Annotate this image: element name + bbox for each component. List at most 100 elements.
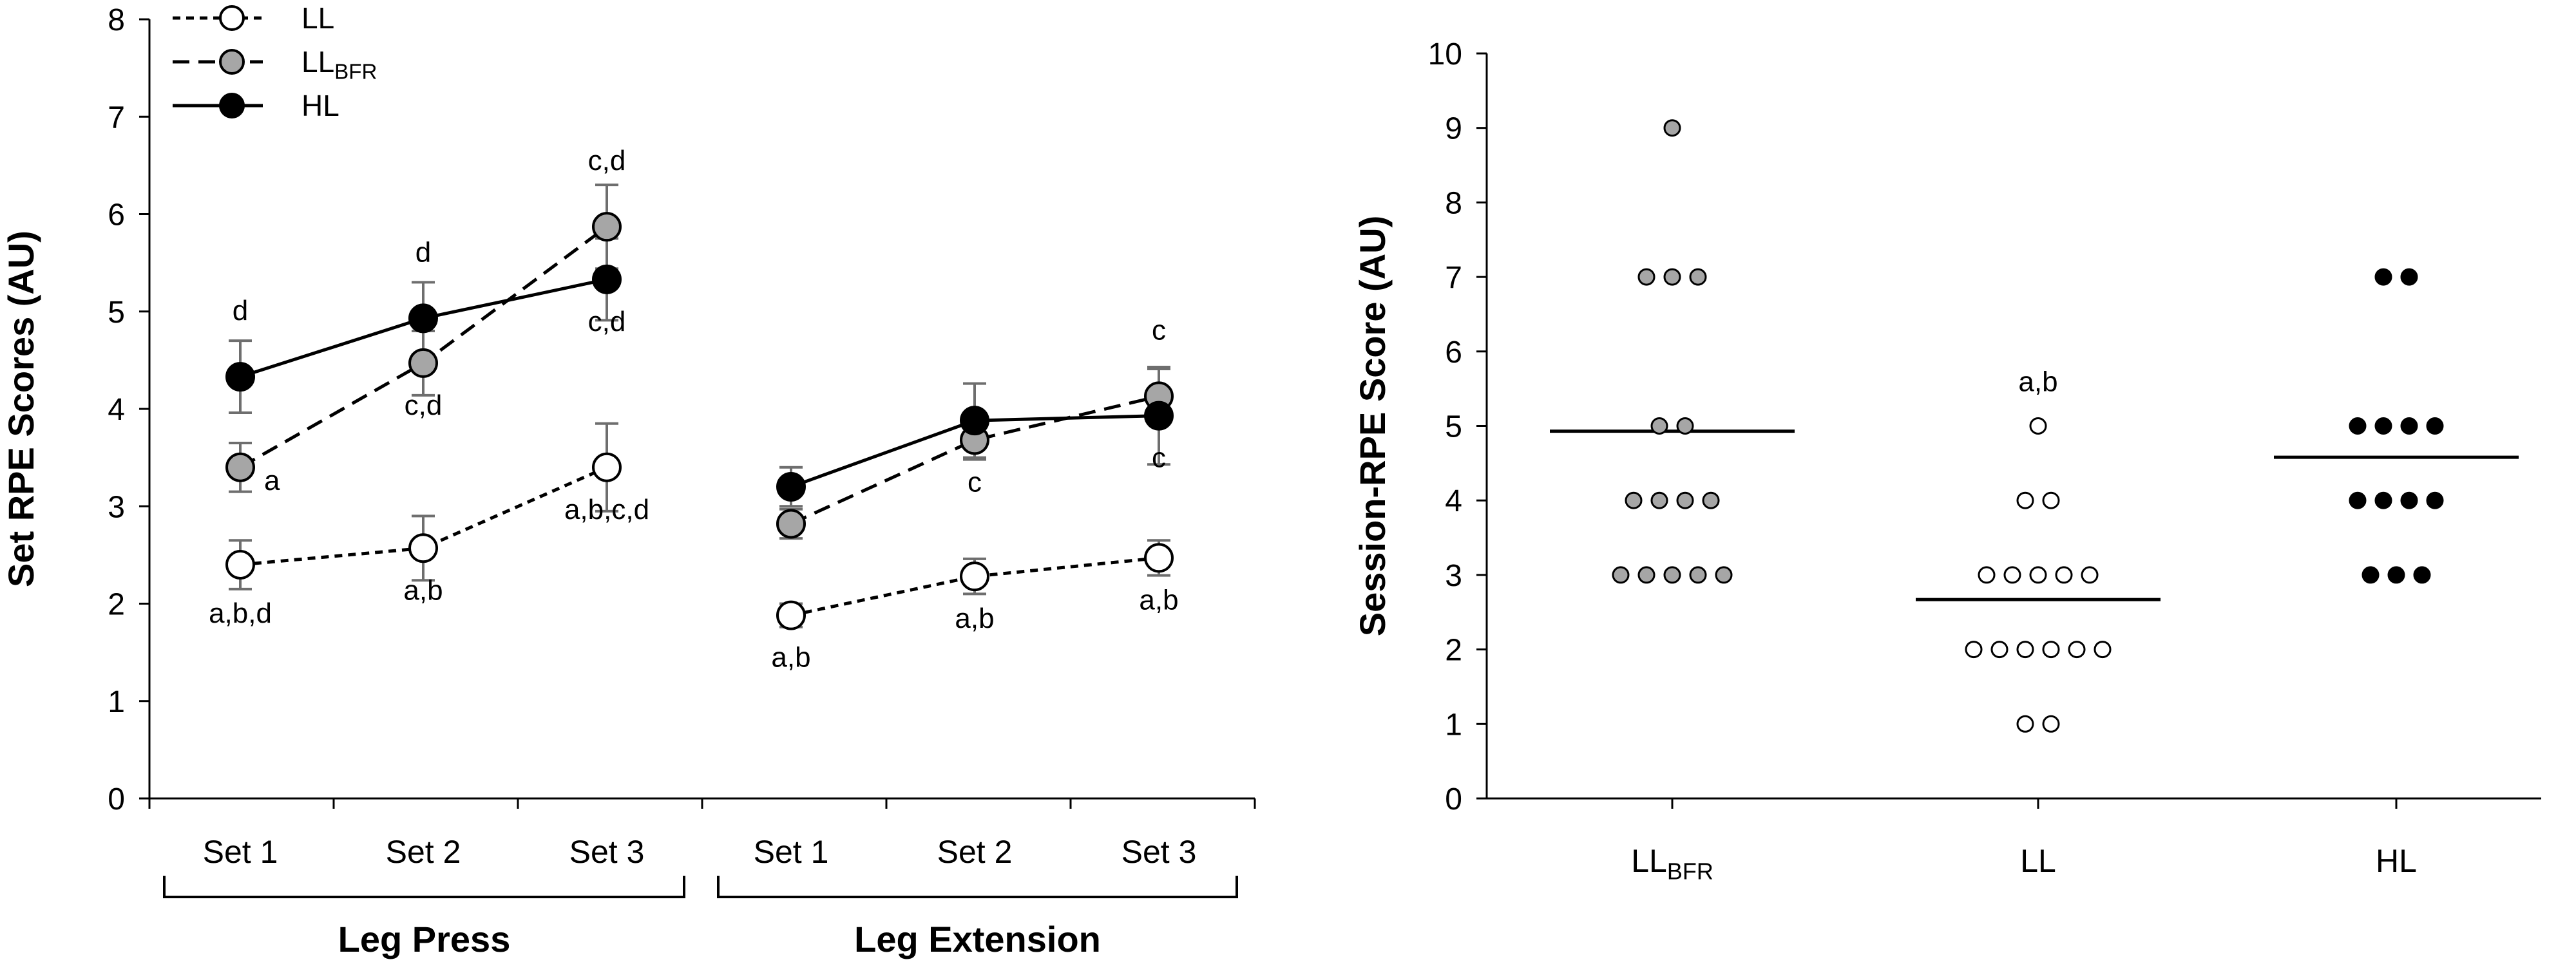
dot-llbfr <box>1625 491 1643 509</box>
dot-ll <box>1965 641 1983 659</box>
x-category-label: LL <box>2020 843 2056 879</box>
legend-label-text: LL <box>301 45 334 79</box>
dot-ll <box>2029 566 2047 584</box>
dot-llbfr <box>1689 566 1707 584</box>
dot-hl <box>2361 566 2380 584</box>
legend-label: LLBFR <box>301 45 377 84</box>
data-point-ll <box>776 600 806 630</box>
dot-ll <box>2042 641 2060 659</box>
y-axis-label: Session-RPE Score (AU) <box>1352 216 1393 637</box>
y-tick-label: 8 <box>1445 186 1462 220</box>
x-category-label: LLBFR <box>1631 843 1713 885</box>
dot-llbfr <box>1650 491 1668 509</box>
y-axis-label: Set RPE Scores (AU) <box>1 231 41 587</box>
dot-hl <box>2426 491 2444 509</box>
dot-ll <box>2055 566 2073 584</box>
legend-label: LL <box>301 1 334 35</box>
data-point-hl <box>408 303 438 334</box>
data-point-hl <box>776 472 806 502</box>
data-point-hl <box>1144 401 1174 431</box>
y-tick-label: 10 <box>1428 37 1462 71</box>
dot-ll <box>2016 491 2034 509</box>
x-category-label-subscript: BFR <box>1667 858 1713 885</box>
y-tick-label: 0 <box>1445 782 1462 816</box>
dot-ll <box>2081 566 2099 584</box>
significance-annotation: a,b,c,d <box>564 494 649 525</box>
group-bracket <box>163 876 685 898</box>
y-tick-label: 6 <box>1445 335 1462 370</box>
x-category-label: HL <box>2376 843 2417 879</box>
legend-label: HL <box>301 89 339 122</box>
dot-llbfr <box>1663 566 1681 584</box>
y-tick-label: 1 <box>108 685 125 719</box>
dot-ll <box>2042 715 2060 733</box>
y-tick-label: 3 <box>108 490 125 524</box>
set-rpe-line-chart: 0 1 2 3 4 5 6 7 8 Set RPE Scores (AU) Set 1 Set 2 Se… <box>1 1 1256 959</box>
dot-ll <box>2094 641 2112 659</box>
dot-llbfr <box>1663 268 1681 286</box>
data-point-ll <box>408 533 438 563</box>
y-tick-label: 5 <box>1445 410 1462 444</box>
data-point-ll <box>592 452 622 482</box>
data-point-llbfr <box>592 212 622 242</box>
data-point-llbfr <box>776 509 806 539</box>
dot-ll <box>1978 566 1996 584</box>
x-category-label-text: LL <box>2020 843 2056 879</box>
significance-annotation: c,d <box>588 145 626 176</box>
dot-llbfr <box>1637 268 1655 286</box>
significance-annotation: a <box>264 465 280 496</box>
dot-llbfr <box>1689 268 1707 286</box>
significance-annotation: a,b <box>955 603 994 634</box>
y-tick-label: 4 <box>1445 484 1462 518</box>
significance-annotation: c <box>968 466 982 498</box>
legend-label-text: LL <box>301 1 334 35</box>
y-tick-label: 4 <box>108 393 125 427</box>
y-tick-label: 8 <box>108 3 125 37</box>
legend-marker <box>219 93 245 118</box>
dot-ll <box>2003 566 2021 584</box>
dot-llbfr <box>1612 566 1630 584</box>
dot-hl <box>2374 417 2392 435</box>
dot-ll <box>1990 641 2008 659</box>
series-line-ll <box>240 466 608 567</box>
dot-hl <box>2400 491 2418 509</box>
data-point-hl <box>960 406 989 436</box>
dot-hl <box>2349 417 2367 435</box>
legend-marker <box>219 5 245 31</box>
legend-label-text: HL <box>301 89 339 122</box>
data-point-hl <box>592 264 622 294</box>
dot-llbfr <box>1650 417 1668 435</box>
y-tick-label: 7 <box>1445 261 1462 295</box>
significance-annotation: c,d <box>405 390 443 421</box>
dot-llbfr <box>1715 566 1733 584</box>
x-category-label-text: HL <box>2376 843 2417 879</box>
y-tick-label: 2 <box>108 588 125 622</box>
x-category-label: Set 3 <box>1121 834 1197 870</box>
dot-llbfr <box>1637 566 1655 584</box>
y-tick-label: 3 <box>1445 559 1462 593</box>
dot-hl <box>2374 491 2392 509</box>
dot-hl <box>2349 491 2367 509</box>
group-label: Leg Press <box>338 919 511 959</box>
group-label: Leg Extension <box>854 919 1101 959</box>
data-point-ll <box>960 561 989 592</box>
x-category-label: Set 2 <box>937 834 1013 870</box>
x-category-label: Set 1 <box>203 834 278 870</box>
dot-llbfr <box>1663 119 1681 137</box>
dot-hl <box>2387 566 2405 584</box>
significance-annotation: c <box>1152 314 1166 346</box>
dot-ll <box>2016 641 2034 659</box>
dot-llbfr <box>1676 491 1694 509</box>
dot-hl <box>2400 417 2418 435</box>
x-category-label: Set 3 <box>569 834 645 870</box>
significance-annotation: d <box>415 236 431 268</box>
data-point-llbfr <box>225 452 255 482</box>
series-line-llbfr <box>790 394 1159 525</box>
significance-annotation: c <box>1152 442 1166 474</box>
data-point-llbfr <box>408 348 438 378</box>
x-category-label: Set 1 <box>754 834 829 870</box>
y-tick-label: 5 <box>108 296 125 330</box>
group-bracket <box>717 876 1238 898</box>
